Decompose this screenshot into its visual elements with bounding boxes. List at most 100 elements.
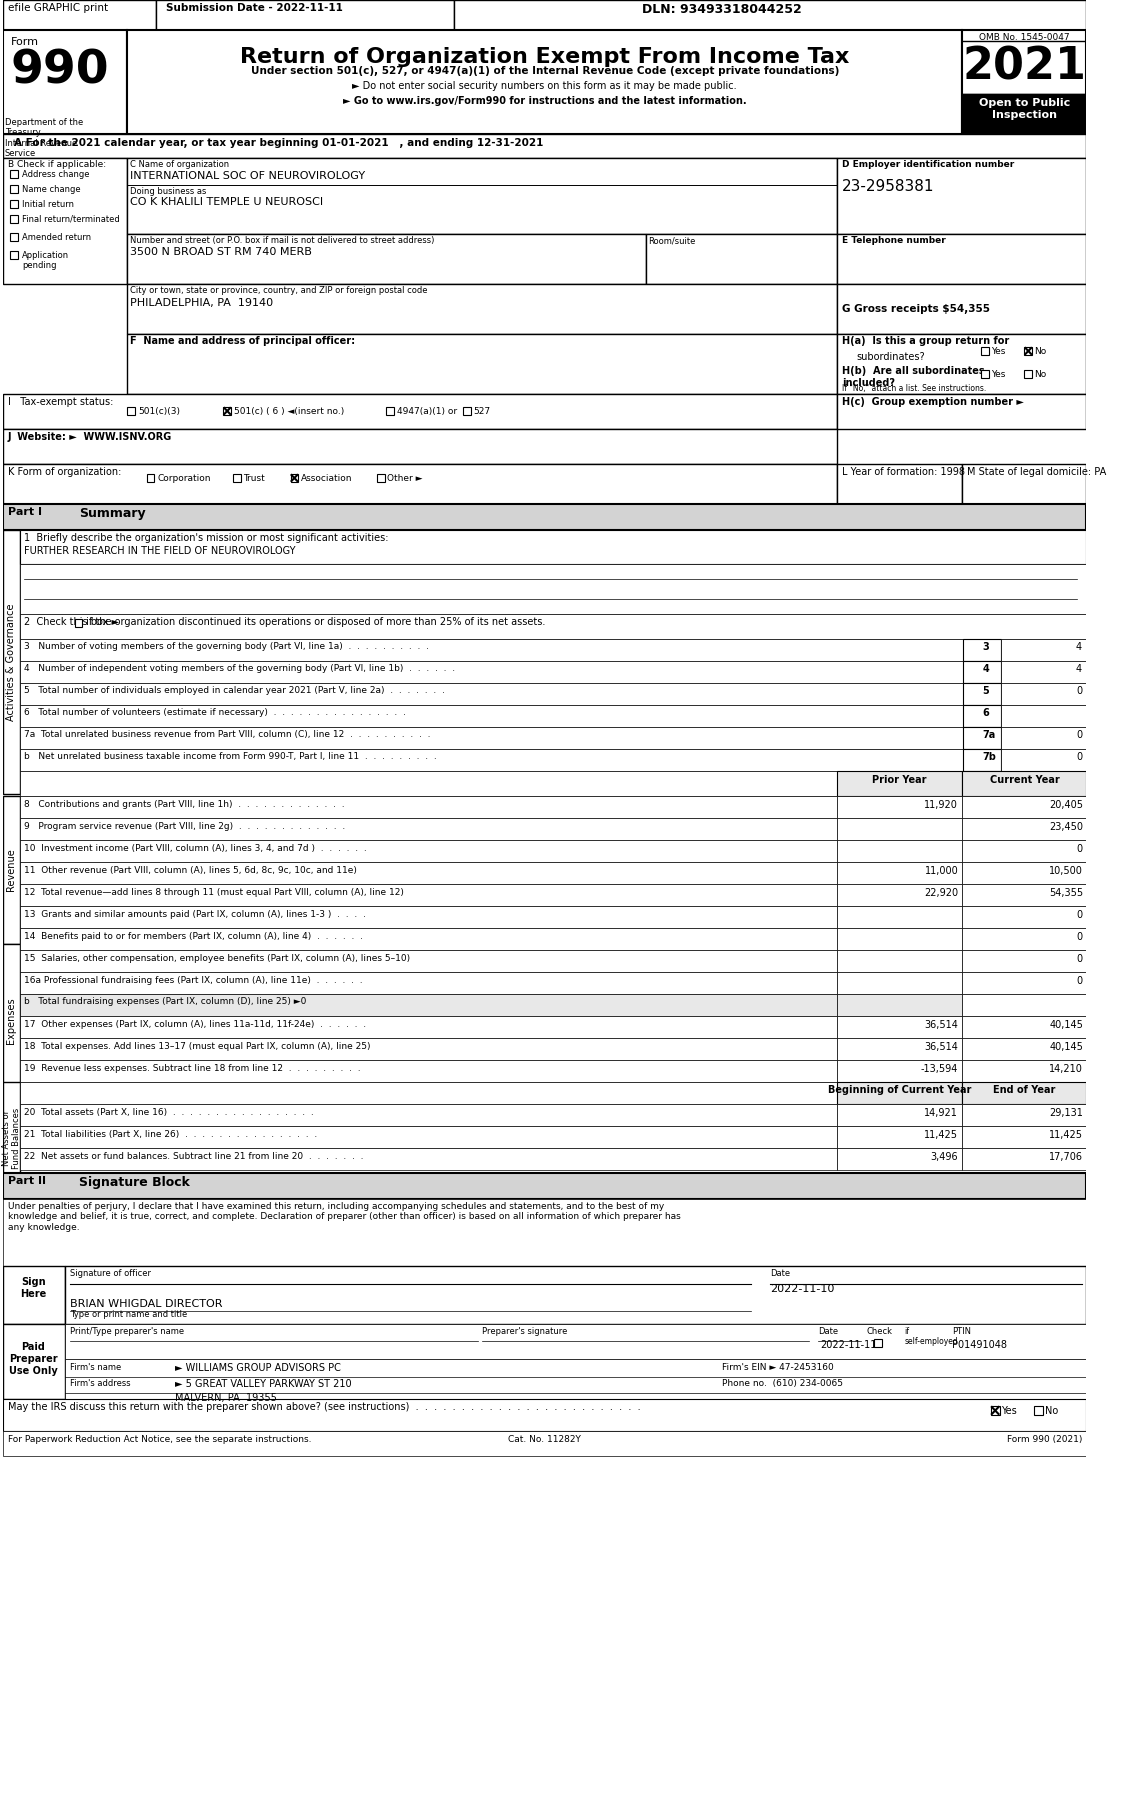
Text: 3500 N BROAD ST RM 740 MERB: 3500 N BROAD ST RM 740 MERB: [130, 247, 313, 258]
Bar: [2, 943, 20, 1099]
Text: Activities & Governance: Activities & Governance: [7, 604, 16, 720]
Text: Association: Association: [301, 473, 352, 483]
Text: 11,920: 11,920: [925, 800, 959, 811]
Bar: [962, 94, 1086, 134]
Text: 36,514: 36,514: [925, 1041, 959, 1052]
Bar: [10, 171, 18, 178]
Text: 10,500: 10,500: [1049, 865, 1083, 876]
Text: 15  Salaries, other compensation, employee benefits (Part IX, column (A), lines : 15 Salaries, other compensation, employe…: [24, 954, 410, 963]
Text: City or town, state or province, country, and ZIP or foreign postal code: City or town, state or province, country…: [130, 287, 428, 296]
Text: Room/suite: Room/suite: [648, 236, 695, 245]
Text: Revenue: Revenue: [7, 849, 16, 891]
Bar: [962, 951, 1086, 972]
Bar: [128, 234, 646, 285]
Bar: [233, 473, 240, 483]
Bar: [981, 370, 989, 377]
Text: Phone no.  (610) 234-0065: Phone no. (610) 234-0065: [723, 1379, 843, 1388]
Text: ► WILLIAMS GROUP ADVISORS PC: ► WILLIAMS GROUP ADVISORS PC: [175, 1362, 341, 1373]
Text: Other ►: Other ►: [387, 473, 423, 483]
Bar: [454, 0, 1086, 31]
Bar: [75, 619, 82, 628]
Bar: [963, 727, 1001, 749]
Bar: [20, 929, 838, 951]
Text: CO K KHALILI TEMPLE U NEUROSCI: CO K KHALILI TEMPLE U NEUROSCI: [130, 198, 323, 207]
Text: 14  Benefits paid to or for members (Part IX, column (A), line 4)  .  .  .  .  .: 14 Benefits paid to or for members (Part…: [24, 932, 362, 941]
Text: Yes: Yes: [1001, 1406, 1017, 1417]
Bar: [128, 285, 838, 334]
Text: Return of Organization Exempt From Income Tax: Return of Organization Exempt From Incom…: [240, 47, 849, 67]
Bar: [2, 464, 838, 504]
Text: Open to Public
Inspection: Open to Public Inspection: [979, 98, 1070, 120]
Text: DLN: 93493318044252: DLN: 93493318044252: [642, 4, 802, 16]
Text: 10  Investment income (Part VIII, column (A), lines 3, 4, and 7d )  .  .  .  .  : 10 Investment income (Part VIII, column …: [24, 844, 367, 853]
Text: L Year of formation: 1998: L Year of formation: 1998: [842, 466, 965, 477]
Bar: [2, 31, 128, 134]
Bar: [962, 972, 1086, 994]
Bar: [838, 883, 962, 905]
Bar: [20, 972, 838, 994]
Bar: [838, 771, 962, 796]
Bar: [10, 185, 18, 192]
Bar: [20, 818, 838, 840]
Bar: [20, 840, 838, 862]
Bar: [20, 706, 963, 727]
Text: Form 990 (2021): Form 990 (2021): [1007, 1435, 1082, 1444]
Text: PTIN: PTIN: [953, 1328, 971, 1335]
Bar: [20, 796, 838, 818]
Text: 22  Net assets or fund balances. Subtract line 21 from line 20  .  .  .  .  .  .: 22 Net assets or fund balances. Subtract…: [24, 1152, 364, 1161]
Bar: [20, 749, 963, 771]
Text: 16a Professional fundraising fees (Part IX, column (A), line 11e)  .  .  .  .  .: 16a Professional fundraising fees (Part …: [24, 976, 362, 985]
Bar: [2, 1174, 1086, 1199]
Text: Check: Check: [866, 1328, 892, 1335]
Text: D Employer identification number: D Employer identification number: [842, 160, 1015, 169]
Bar: [838, 1016, 962, 1038]
Bar: [962, 1148, 1086, 1170]
Bar: [2, 0, 156, 31]
Bar: [838, 1038, 962, 1059]
Bar: [20, 883, 838, 905]
Text: J  Website: ►  WWW.ISNV.ORG: J Website: ► WWW.ISNV.ORG: [8, 432, 172, 443]
Text: 990: 990: [10, 47, 110, 93]
Bar: [20, 530, 1086, 564]
Text: Expenses: Expenses: [7, 998, 16, 1045]
Text: If "No," attach a list. See instructions.: If "No," attach a list. See instructions…: [842, 385, 987, 394]
Text: 0: 0: [1077, 844, 1083, 854]
Text: Corporation: Corporation: [157, 473, 211, 483]
Bar: [962, 840, 1086, 862]
Text: 4947(a)(1) or: 4947(a)(1) or: [397, 406, 457, 415]
Bar: [20, 862, 838, 883]
Bar: [2, 1399, 1086, 1431]
Text: ► 5 GREAT VALLEY PARKWAY ST 210: ► 5 GREAT VALLEY PARKWAY ST 210: [175, 1379, 352, 1390]
Bar: [20, 613, 1086, 639]
Bar: [2, 134, 1086, 158]
Bar: [2, 1081, 20, 1194]
Text: No: No: [1044, 1406, 1058, 1417]
Bar: [2, 394, 838, 428]
Bar: [962, 771, 1086, 796]
Text: 2022-11-10: 2022-11-10: [770, 1284, 834, 1293]
Text: 20,405: 20,405: [1049, 800, 1083, 811]
Text: Initial return: Initial return: [21, 200, 73, 209]
Text: Date: Date: [819, 1328, 839, 1335]
Bar: [838, 1148, 962, 1170]
Bar: [962, 905, 1086, 929]
Bar: [838, 285, 1086, 334]
Text: 17  Other expenses (Part IX, column (A), lines 11a-11d, 11f-24e)  .  .  .  .  . : 17 Other expenses (Part IX, column (A), …: [24, 1019, 366, 1029]
Bar: [2, 796, 20, 943]
Bar: [156, 0, 454, 31]
Text: For Paperwork Reduction Act Notice, see the separate instructions.: For Paperwork Reduction Act Notice, see …: [8, 1435, 310, 1444]
Text: FURTHER RESEARCH IN THE FIELD OF NEUROVIROLOGY: FURTHER RESEARCH IN THE FIELD OF NEUROVI…: [24, 546, 296, 557]
Text: 21  Total liabilities (Part X, line 26)  .  .  .  .  .  .  .  .  .  .  .  .  .  : 21 Total liabilities (Part X, line 26) .…: [24, 1130, 317, 1139]
Text: 40,145: 40,145: [1049, 1019, 1083, 1030]
Bar: [1001, 684, 1086, 706]
Text: 17,706: 17,706: [1049, 1152, 1083, 1163]
Text: 22,920: 22,920: [925, 889, 959, 898]
Text: Prior Year: Prior Year: [873, 775, 927, 785]
Text: Address change: Address change: [21, 171, 89, 180]
Text: 0: 0: [1077, 954, 1083, 963]
Bar: [20, 639, 963, 660]
Text: Signature of officer: Signature of officer: [70, 1270, 151, 1279]
Text: Type or print name and title: Type or print name and title: [70, 1310, 187, 1319]
Text: b   Total fundraising expenses (Part IX, column (D), line 25) ►0: b Total fundraising expenses (Part IX, c…: [24, 998, 306, 1007]
Bar: [838, 1081, 962, 1105]
